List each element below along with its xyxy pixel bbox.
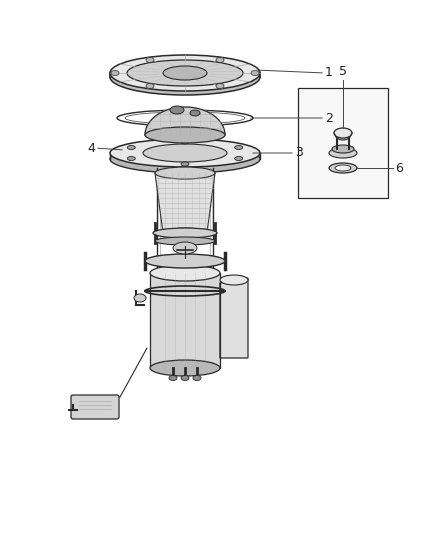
Ellipse shape bbox=[127, 60, 243, 86]
Text: 1: 1 bbox=[325, 67, 333, 79]
Ellipse shape bbox=[127, 157, 135, 160]
Ellipse shape bbox=[110, 139, 260, 167]
Ellipse shape bbox=[155, 237, 215, 245]
Ellipse shape bbox=[173, 242, 197, 254]
Ellipse shape bbox=[145, 254, 225, 268]
Ellipse shape bbox=[146, 84, 154, 88]
Ellipse shape bbox=[329, 163, 357, 173]
Ellipse shape bbox=[337, 134, 349, 140]
Polygon shape bbox=[145, 107, 225, 135]
Ellipse shape bbox=[143, 144, 227, 162]
Polygon shape bbox=[220, 278, 248, 358]
Ellipse shape bbox=[193, 376, 201, 381]
Ellipse shape bbox=[146, 58, 154, 62]
Ellipse shape bbox=[329, 148, 357, 158]
Ellipse shape bbox=[155, 167, 215, 179]
Ellipse shape bbox=[181, 162, 189, 166]
Ellipse shape bbox=[163, 66, 207, 80]
Ellipse shape bbox=[335, 165, 351, 171]
Ellipse shape bbox=[150, 360, 220, 376]
Ellipse shape bbox=[216, 58, 224, 62]
Ellipse shape bbox=[251, 70, 259, 76]
Ellipse shape bbox=[110, 55, 260, 91]
Ellipse shape bbox=[145, 127, 225, 143]
Text: 6: 6 bbox=[395, 161, 403, 174]
Ellipse shape bbox=[163, 228, 207, 238]
Bar bbox=[298, 88, 388, 198]
Ellipse shape bbox=[150, 265, 220, 281]
Ellipse shape bbox=[332, 145, 354, 153]
Ellipse shape bbox=[181, 376, 189, 381]
Text: 2: 2 bbox=[325, 111, 333, 125]
Ellipse shape bbox=[220, 275, 248, 285]
Polygon shape bbox=[155, 173, 215, 233]
Ellipse shape bbox=[235, 157, 243, 160]
Ellipse shape bbox=[134, 294, 146, 302]
Text: 5: 5 bbox=[339, 65, 347, 78]
Ellipse shape bbox=[111, 70, 119, 76]
Text: 4: 4 bbox=[87, 141, 95, 155]
Ellipse shape bbox=[181, 140, 189, 144]
Ellipse shape bbox=[110, 145, 260, 173]
Ellipse shape bbox=[190, 110, 200, 116]
Ellipse shape bbox=[110, 59, 260, 95]
Ellipse shape bbox=[235, 146, 243, 149]
Ellipse shape bbox=[334, 128, 352, 138]
Ellipse shape bbox=[127, 146, 135, 149]
Polygon shape bbox=[150, 273, 220, 368]
FancyBboxPatch shape bbox=[71, 395, 119, 419]
Ellipse shape bbox=[153, 228, 217, 238]
Ellipse shape bbox=[170, 106, 184, 114]
Text: 3: 3 bbox=[295, 147, 303, 159]
Ellipse shape bbox=[169, 376, 177, 381]
Ellipse shape bbox=[216, 84, 224, 88]
